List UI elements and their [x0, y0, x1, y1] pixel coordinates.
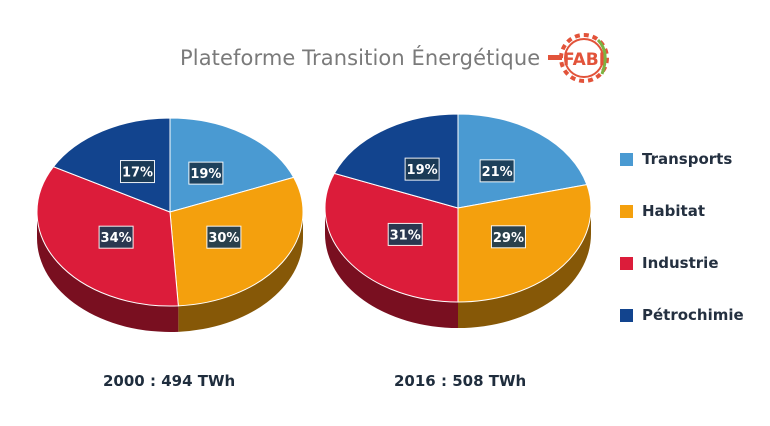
legend-item-habitat: Habitat — [620, 198, 744, 224]
legend-swatch — [620, 256, 633, 270]
svg-text:29%: 29% — [493, 231, 524, 246]
pie-side-industrie — [325, 208, 458, 328]
pie-slice-transports — [169, 117, 295, 213]
legend-swatch — [620, 204, 633, 218]
legend-item-industrie: Industrie — [620, 250, 744, 276]
pie-side-industrie — [37, 212, 179, 332]
logo-text: FABI — [563, 50, 605, 70]
pie-label-industrie: 34% — [98, 225, 134, 249]
pie-label-petrochimie: 19% — [404, 157, 440, 181]
svg-text:17%: 17% — [122, 166, 153, 181]
pie-0: 19% 30% 34% 17% — [36, 117, 304, 332]
svg-text:30%: 30% — [208, 231, 239, 246]
svg-text:34%: 34% — [101, 231, 132, 246]
legend-item-petrochimie: Pétrochimie — [620, 302, 744, 328]
pie-label-petrochimie: 17% — [120, 160, 156, 184]
svg-text:19%: 19% — [407, 163, 438, 178]
page-title: Plateforme Transition Énergétique — [180, 46, 541, 70]
legend-label: Pétrochimie — [642, 306, 744, 324]
pie-1: 21% 29% 31% 19% — [324, 113, 592, 328]
svg-text:21%: 21% — [482, 165, 513, 180]
pie-label-habitat: 29% — [490, 225, 526, 249]
pie-slice-transports — [457, 113, 588, 209]
fabi-logo: FABI — [548, 33, 610, 83]
pie-label-transports: 19% — [188, 161, 224, 185]
legend-label: Industrie — [642, 254, 719, 272]
chart-caption-2000: 2000 : 494 TWh — [103, 372, 236, 390]
pie-slice-petrochimie — [333, 113, 459, 209]
pie-side-habitat — [458, 208, 591, 328]
pie-label-industrie: 31% — [387, 222, 423, 246]
legend-label: Transports — [642, 150, 733, 168]
pie-label-transports: 21% — [479, 159, 515, 183]
header: Plateforme Transition Énergétique FABI — [180, 33, 612, 83]
pie-label-habitat: 30% — [206, 225, 242, 249]
legend-swatch — [620, 152, 633, 166]
gear-icon — [548, 33, 610, 83]
svg-text:31%: 31% — [390, 228, 421, 243]
legend: Transports Habitat Industrie Pétrochimie — [620, 146, 744, 354]
svg-text:19%: 19% — [190, 167, 221, 182]
legend-item-transports: Transports — [620, 146, 744, 172]
pie-slice-petrochimie — [52, 117, 171, 213]
legend-label: Habitat — [642, 202, 706, 220]
chart-caption-2016: 2016 : 508 TWh — [394, 372, 527, 390]
legend-swatch — [620, 308, 633, 322]
